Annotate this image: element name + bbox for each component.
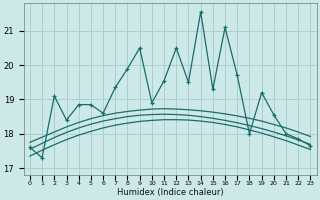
X-axis label: Humidex (Indice chaleur): Humidex (Indice chaleur) (117, 188, 223, 197)
